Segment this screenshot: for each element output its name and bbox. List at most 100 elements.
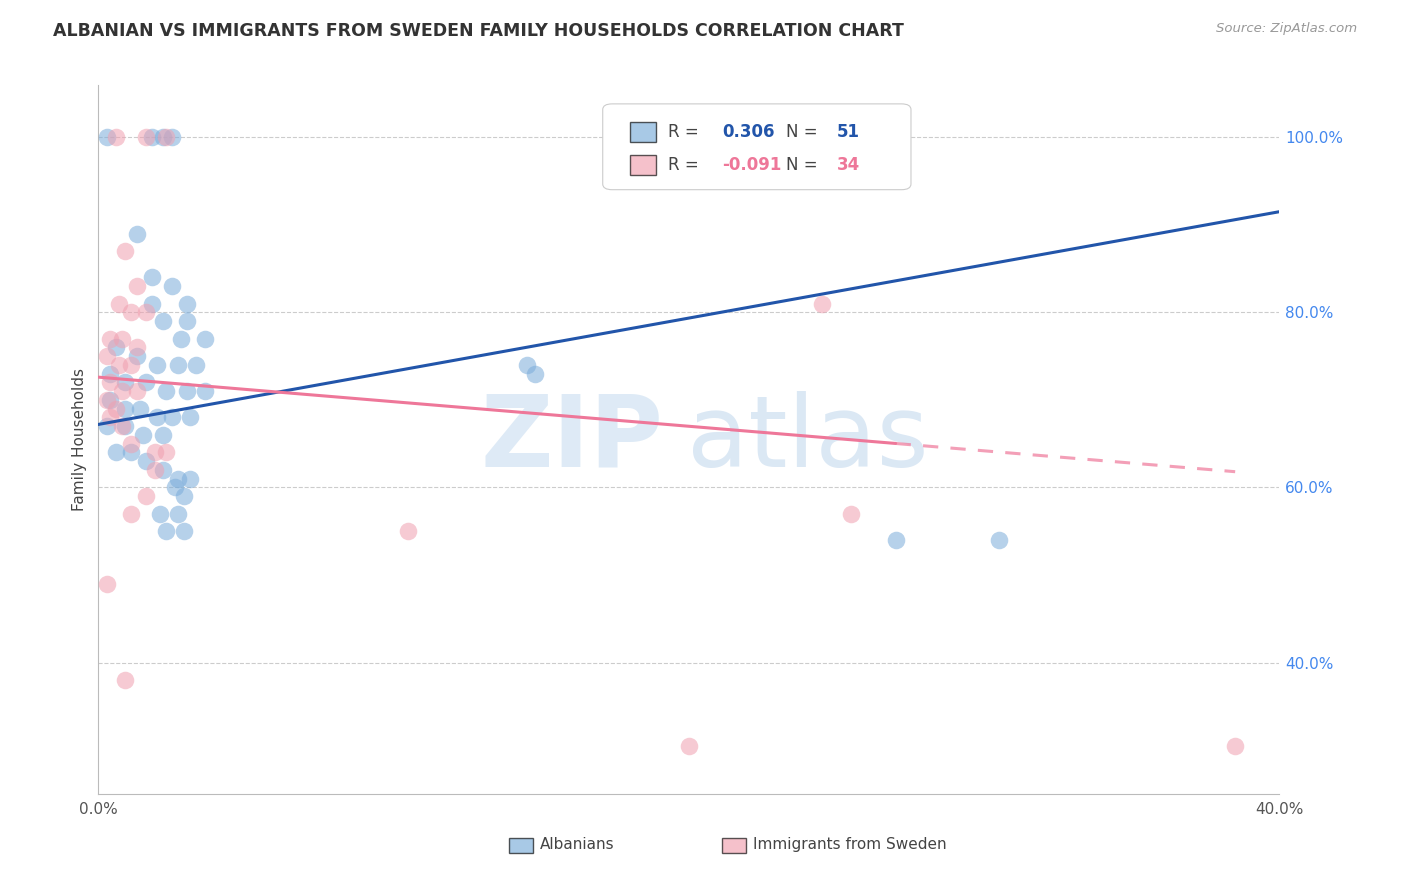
Point bbox=[176, 314, 198, 328]
Point bbox=[152, 130, 174, 145]
Point bbox=[120, 507, 142, 521]
FancyBboxPatch shape bbox=[509, 838, 533, 854]
Point bbox=[105, 340, 128, 354]
Point bbox=[173, 524, 195, 539]
FancyBboxPatch shape bbox=[630, 155, 655, 175]
Text: R =: R = bbox=[668, 123, 703, 141]
Point bbox=[96, 130, 118, 145]
FancyBboxPatch shape bbox=[603, 103, 911, 190]
Point bbox=[155, 130, 177, 145]
Point bbox=[162, 130, 183, 145]
Point bbox=[167, 507, 190, 521]
Point bbox=[179, 410, 201, 425]
Text: Albanians: Albanians bbox=[540, 838, 614, 853]
Point bbox=[105, 445, 128, 459]
Point bbox=[105, 401, 128, 416]
Point bbox=[884, 533, 907, 547]
Point bbox=[125, 349, 148, 363]
Point bbox=[98, 410, 121, 425]
Point bbox=[155, 445, 177, 459]
Point bbox=[98, 392, 121, 407]
Text: R =: R = bbox=[668, 156, 703, 174]
Text: 0.306: 0.306 bbox=[723, 123, 775, 141]
Point bbox=[810, 296, 832, 310]
Point bbox=[143, 463, 166, 477]
Point bbox=[146, 358, 169, 372]
Point bbox=[170, 332, 193, 346]
Point bbox=[114, 401, 136, 416]
Point bbox=[114, 244, 136, 258]
Point bbox=[155, 384, 177, 399]
Text: 34: 34 bbox=[837, 156, 860, 174]
Point bbox=[398, 524, 420, 539]
Point bbox=[111, 384, 134, 399]
Text: N =: N = bbox=[786, 156, 823, 174]
Point bbox=[132, 428, 155, 442]
Text: atlas: atlas bbox=[686, 391, 928, 488]
Point bbox=[516, 358, 538, 372]
Point bbox=[98, 376, 121, 390]
Point bbox=[179, 472, 201, 486]
Text: 51: 51 bbox=[837, 123, 859, 141]
Point bbox=[125, 279, 148, 293]
Point bbox=[120, 358, 142, 372]
Point bbox=[146, 410, 169, 425]
Point bbox=[98, 367, 121, 381]
Point bbox=[105, 130, 128, 145]
Point bbox=[176, 384, 198, 399]
Point bbox=[165, 480, 187, 494]
Point bbox=[111, 332, 134, 346]
Point bbox=[135, 489, 157, 503]
Point bbox=[194, 332, 217, 346]
Point bbox=[125, 227, 148, 241]
Point bbox=[141, 130, 163, 145]
Y-axis label: Family Households: Family Households bbox=[72, 368, 87, 511]
Point bbox=[141, 270, 163, 285]
Point bbox=[1225, 739, 1247, 753]
Text: Source: ZipAtlas.com: Source: ZipAtlas.com bbox=[1216, 22, 1357, 36]
Point bbox=[155, 524, 177, 539]
FancyBboxPatch shape bbox=[630, 122, 655, 142]
Point bbox=[128, 401, 150, 416]
Point bbox=[114, 673, 136, 687]
Point bbox=[120, 305, 142, 319]
Point bbox=[135, 130, 157, 145]
Point bbox=[98, 332, 121, 346]
Point bbox=[135, 454, 157, 468]
Point bbox=[125, 340, 148, 354]
Point bbox=[173, 489, 195, 503]
Point bbox=[988, 533, 1011, 547]
Text: ZIP: ZIP bbox=[479, 391, 664, 488]
Point bbox=[167, 358, 190, 372]
Point bbox=[149, 507, 172, 521]
Point bbox=[96, 392, 118, 407]
Text: Immigrants from Sweden: Immigrants from Sweden bbox=[752, 838, 946, 853]
Point bbox=[96, 349, 118, 363]
Point bbox=[194, 384, 217, 399]
FancyBboxPatch shape bbox=[723, 838, 745, 854]
Text: N =: N = bbox=[786, 123, 823, 141]
Point bbox=[167, 472, 190, 486]
Point bbox=[96, 576, 118, 591]
Point bbox=[125, 384, 148, 399]
Point bbox=[152, 428, 174, 442]
Point bbox=[162, 410, 183, 425]
Point bbox=[143, 445, 166, 459]
Point bbox=[678, 739, 700, 753]
Point bbox=[114, 419, 136, 434]
Point bbox=[114, 376, 136, 390]
Point bbox=[152, 463, 174, 477]
Point bbox=[96, 419, 118, 434]
Point bbox=[120, 445, 142, 459]
Point bbox=[108, 296, 131, 310]
Point bbox=[841, 507, 863, 521]
Point bbox=[678, 130, 700, 145]
Point bbox=[141, 296, 163, 310]
Point bbox=[108, 358, 131, 372]
Point bbox=[184, 358, 207, 372]
Point bbox=[111, 419, 134, 434]
Text: -0.091: -0.091 bbox=[723, 156, 782, 174]
Point bbox=[176, 296, 198, 310]
Point bbox=[524, 367, 547, 381]
Point bbox=[152, 314, 174, 328]
